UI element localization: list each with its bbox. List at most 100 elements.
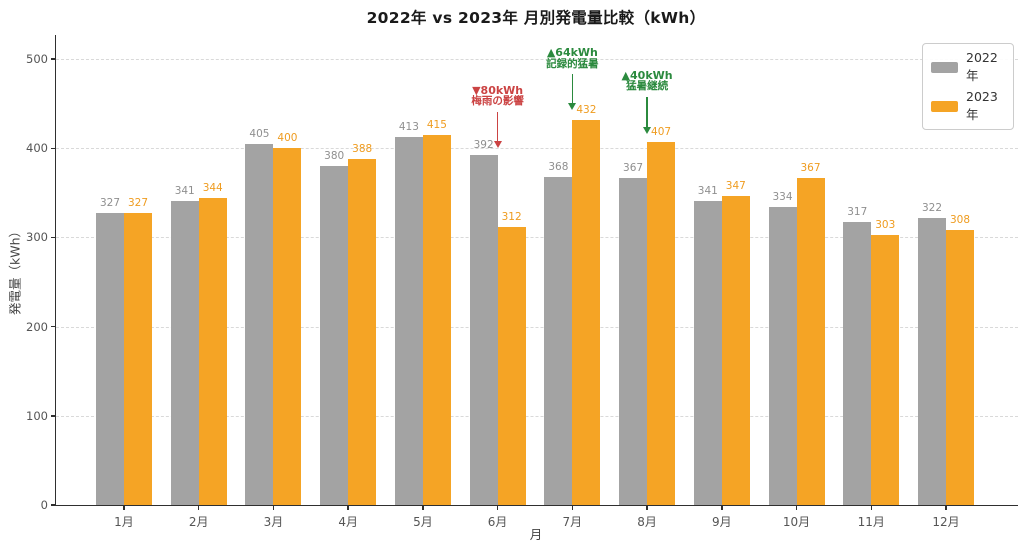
bar-value-label: 322	[921, 201, 943, 214]
x-tick-label: 9月	[711, 515, 732, 529]
bar-2023年-5月	[422, 134, 451, 505]
x-tick-label: 11月	[857, 515, 885, 529]
bar-2022年-11月	[843, 222, 872, 505]
x-tick-mark	[646, 505, 648, 510]
bar-2023年-3月	[273, 148, 302, 505]
bar-value-label: 367	[623, 161, 644, 174]
bar-value-label: 341	[174, 184, 195, 197]
bar-2022年-1月	[96, 213, 124, 505]
bar-2023年-10月	[796, 177, 825, 505]
bar-2023年-2月	[198, 198, 227, 505]
legend-swatch-icon	[931, 61, 958, 73]
y-tick-label: 100	[26, 408, 48, 423]
x-tick-mark	[870, 505, 873, 510]
x-tick-label: 4月	[338, 515, 358, 529]
bar-value-label: 415	[426, 118, 447, 131]
annotation-line2: 記録的猛暑	[546, 57, 599, 70]
bar-2022年-3月	[245, 143, 274, 505]
x-tick-label: 1月	[114, 515, 134, 529]
x-tick-mark	[721, 505, 723, 510]
legend-label: 2022年	[966, 50, 998, 83]
bar-2023年-11月	[871, 234, 900, 505]
annotation-line1: ▼80kWh	[472, 83, 524, 97]
x-tick-mark	[571, 505, 574, 510]
bar-value-label: 380	[324, 150, 345, 163]
y-tick-mark	[51, 504, 56, 506]
bar-value-label: 347	[725, 179, 746, 192]
y-tick-mark	[51, 415, 56, 417]
plot-area: 0 100 200 300 400 500 1月 2月 3月 4月 5月 6月 7月 8月 9月 10月 11月…	[26, 35, 1018, 529]
bar-2022年-7月	[544, 176, 573, 505]
y-tick-mark	[51, 147, 56, 149]
bar-value-label: 407	[651, 126, 672, 139]
y-tick-label: 300	[26, 230, 48, 245]
x-tick-label: 12月	[932, 515, 960, 529]
bar-2023年-6月	[497, 226, 526, 505]
bar-value-label: 344	[202, 182, 223, 195]
bar-value-label: 327	[127, 197, 149, 210]
bar-2023年-4月	[348, 158, 377, 505]
bar-2022年-8月	[619, 177, 648, 505]
bar-2023年-12月	[946, 230, 974, 505]
bar-value-label: 327	[99, 197, 121, 210]
bar-2023年-8月	[647, 142, 676, 505]
x-tick-label: 3月	[263, 515, 284, 529]
legend-swatch-icon	[931, 100, 958, 112]
bar-value-label: 334	[772, 191, 793, 204]
bar-value-label: 413	[398, 120, 419, 133]
bar-2022年-4月	[320, 166, 349, 505]
y-tick-label: 0	[40, 498, 48, 512]
y-tick-mark	[51, 58, 56, 60]
annotation-line2: 猛暑継続	[626, 80, 669, 93]
x-tick-mark	[123, 505, 125, 510]
y-tick-mark	[51, 236, 56, 239]
gridline-200	[56, 326, 1018, 328]
x-tick-mark	[795, 505, 798, 510]
bar-2022年-2月	[170, 200, 199, 505]
bar-value-label: 317	[847, 206, 868, 219]
y-tick-label: 400	[26, 141, 48, 156]
legend-item-2023年: 2023年	[931, 89, 1005, 123]
annotation-arrow-shaft	[646, 97, 648, 128]
x-tick-label: 2月	[188, 515, 209, 529]
annotation-text-2: ▲40kWh 猛暑継続	[587, 70, 707, 93]
bar-2022年-6月	[469, 155, 498, 505]
annotation-text-0: ▼80kWh 梅雨の影響	[438, 85, 558, 108]
bar-2022年-9月	[693, 200, 722, 505]
bar-value-label: 368	[548, 160, 569, 173]
y-tick-mark	[51, 325, 56, 328]
gridline-400	[56, 148, 1018, 150]
y-tick-label: 200	[26, 319, 48, 334]
bar-value-label: 308	[949, 214, 971, 227]
x-tick-mark	[945, 505, 947, 510]
annotation-arrow-shaft	[496, 111, 499, 143]
bar-value-label: 400	[277, 132, 298, 145]
bar-2023年-7月	[572, 119, 601, 505]
bar-value-label: 312	[501, 210, 522, 223]
x-tick-label: 10月	[782, 515, 811, 529]
legend: 2022年 2023年	[922, 43, 1014, 130]
gridline-300	[56, 237, 1018, 239]
bar-value-label: 432	[576, 103, 597, 116]
bar-value-label: 341	[697, 184, 718, 197]
bar-value-label: 303	[875, 218, 896, 231]
x-tick-label: 8月	[637, 515, 657, 529]
bar-2022年-5月	[394, 136, 423, 505]
x-tick-mark	[197, 505, 200, 510]
x-tick-mark	[496, 505, 499, 510]
annotation-arrow-head	[568, 102, 577, 110]
annotation-line2: 梅雨の影響	[471, 95, 524, 108]
annotation-arrow-head	[643, 126, 652, 134]
bar-2022年-12月	[918, 217, 946, 505]
x-tick-mark	[422, 505, 424, 510]
bar-value-label: 367	[800, 161, 821, 174]
bar-2022年-10月	[768, 207, 797, 505]
chart-title: 2022年 vs 2023年 月別発電量比較（kWh）	[366, 9, 706, 27]
x-tick-label: 7月	[562, 515, 583, 529]
annotation-line1: ▲40kWh	[621, 68, 673, 82]
gridline-100	[56, 415, 1018, 417]
bar-value-label: 392	[473, 139, 494, 152]
y-tick-label: 500	[26, 52, 48, 67]
x-tick-mark	[347, 505, 349, 510]
